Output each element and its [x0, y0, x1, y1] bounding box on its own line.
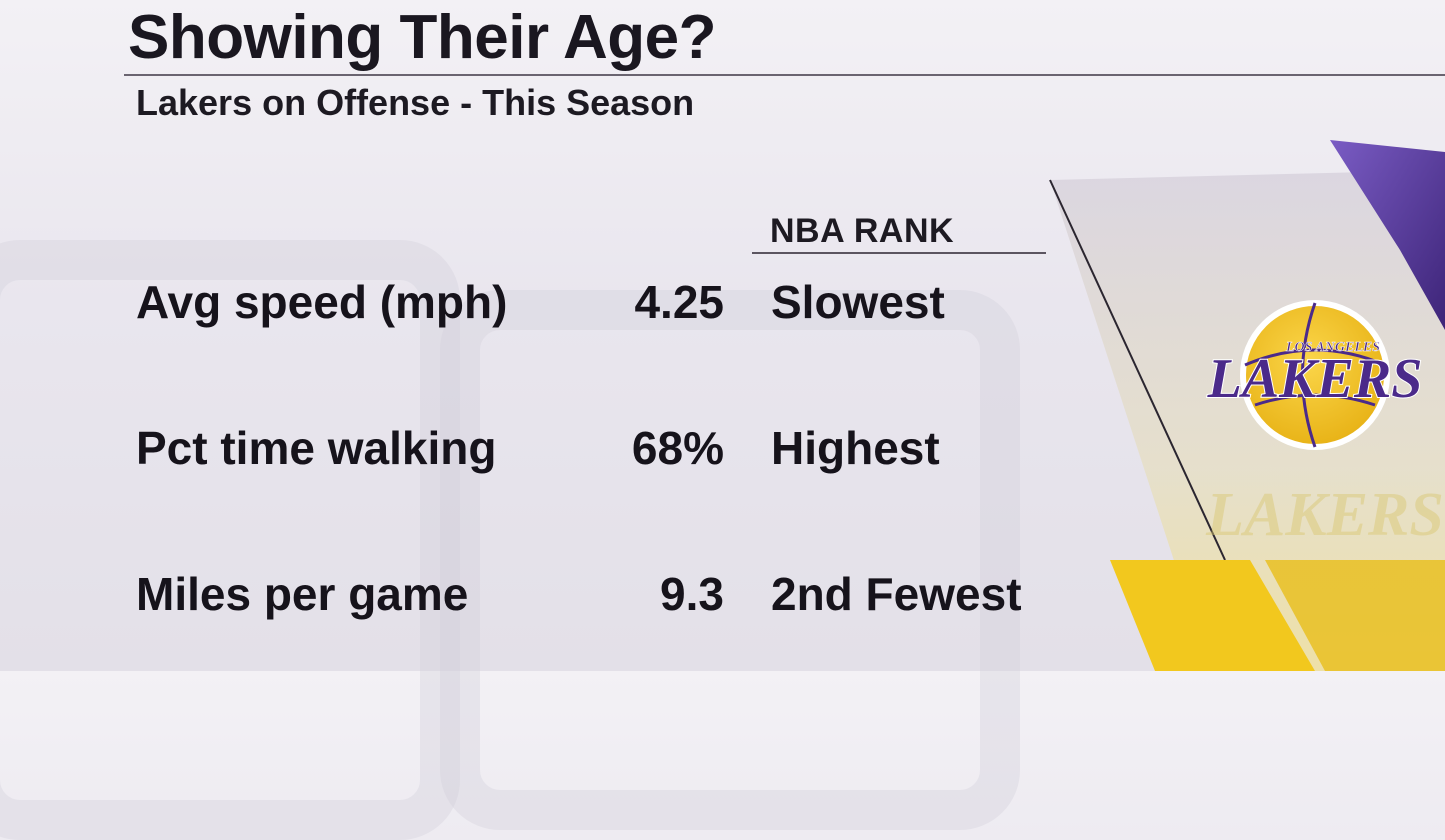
stat-label: Pct time walking [136, 422, 497, 474]
stat-row: Miles per game 9.3 2nd Fewest [0, 564, 1100, 624]
logo-top-text: LOS ANGELES [1285, 340, 1380, 355]
stat-row: Avg speed (mph) 4.25 Slowest [0, 272, 1100, 332]
gold-accent [1110, 560, 1315, 671]
rank-column-header: NBA RANK [770, 212, 955, 250]
stat-rank: Highest [771, 422, 940, 474]
background-shape [440, 290, 1020, 830]
stat-value: 9.3 [660, 568, 724, 620]
logo-reflection: LAKERS [1205, 481, 1444, 549]
stat-value: 4.25 [634, 276, 724, 328]
stat-value: 68% [631, 422, 724, 474]
stat-label: Avg speed (mph) [136, 276, 508, 328]
purple-accent [1330, 140, 1445, 330]
rank-header-divider [752, 252, 1046, 254]
panel-background [1050, 170, 1445, 671]
lakers-logo: LOS ANGELES LAKERS [1206, 300, 1423, 450]
logo-main-text: LAKERS [1207, 348, 1423, 410]
page-subtitle: Lakers on Offense - This Season [136, 82, 695, 123]
panel-edge [1049, 179, 1226, 561]
title-divider [124, 74, 1445, 76]
gold-accent [1265, 560, 1445, 671]
stat-rank: Slowest [771, 276, 945, 328]
stat-label: Miles per game [136, 568, 469, 620]
stat-rank: 2nd Fewest [771, 568, 1022, 620]
stat-row: Pct time walking 68% Highest [0, 418, 1100, 478]
page-title: Showing Their Age? [128, 3, 717, 72]
lakers-logo-panel: LAKERS LOS ANGELES LAKERS [1049, 140, 1445, 671]
